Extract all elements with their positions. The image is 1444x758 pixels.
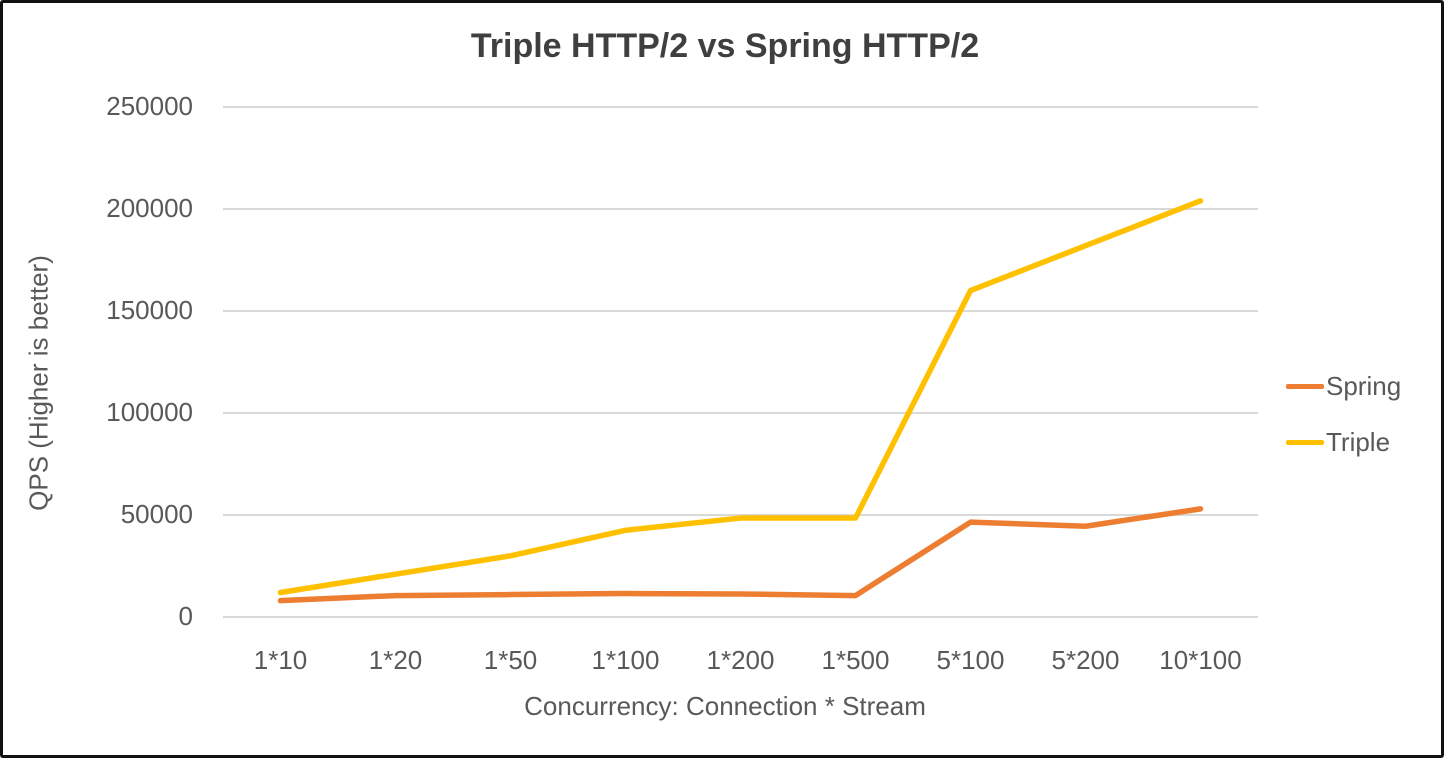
x-category-label: 5*200 bbox=[1051, 645, 1120, 675]
x-category-label: 1*10 bbox=[253, 645, 308, 675]
y-tick-label: 100000 bbox=[106, 397, 193, 427]
legend-label: Triple bbox=[1326, 426, 1391, 457]
x-category-label: 1*200 bbox=[706, 645, 775, 675]
y-tick-label: 150000 bbox=[106, 295, 193, 325]
series-line-triple bbox=[277, 198, 1204, 596]
legend-entry-triple: Triple bbox=[1286, 426, 1401, 458]
legend-swatch-icon bbox=[1286, 439, 1324, 445]
series-lines bbox=[277, 198, 1204, 604]
y-tick-label: 0 bbox=[178, 601, 193, 631]
gridlines bbox=[223, 106, 1258, 618]
x-category-label: 1*50 bbox=[483, 645, 538, 675]
series-line-spring bbox=[277, 506, 1204, 604]
legend-entry-spring: Spring bbox=[1286, 370, 1401, 402]
x-category-label: 10*100 bbox=[1159, 645, 1242, 675]
legend-swatch-icon bbox=[1286, 383, 1324, 389]
y-tick-label: 50000 bbox=[120, 499, 193, 529]
x-category-label: 5*100 bbox=[936, 645, 1005, 675]
x-category-label: 1*500 bbox=[821, 645, 890, 675]
y-tick-label: 250000 bbox=[106, 91, 193, 121]
legend-label: Spring bbox=[1326, 370, 1402, 401]
y-tick-label: 200000 bbox=[106, 193, 193, 223]
chart-title: Triple HTTP/2 vs Spring HTTP/2 bbox=[470, 27, 980, 65]
x-axis-title: Concurrency: Connection * Stream bbox=[524, 691, 926, 721]
x-category-label: 1*20 bbox=[368, 645, 423, 675]
x-category-label: 1*100 bbox=[591, 645, 660, 675]
plot-area bbox=[223, 106, 1258, 618]
legend: Spring Triple bbox=[1286, 370, 1401, 482]
